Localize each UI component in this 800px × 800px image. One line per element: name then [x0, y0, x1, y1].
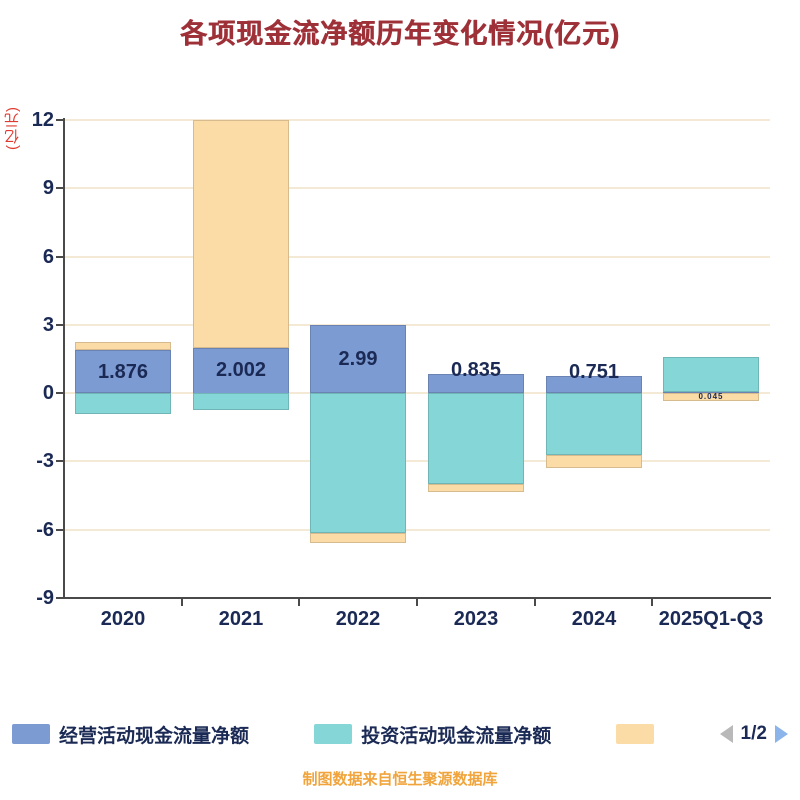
- legend-swatch-series3-icon: [616, 724, 655, 744]
- bar-segment: [546, 455, 642, 468]
- y-axis-line: [63, 118, 65, 599]
- x-tick-mark: [181, 599, 183, 606]
- bar-segment: [75, 393, 171, 414]
- bar-segment: [663, 357, 759, 392]
- y-tick-mark: [56, 256, 64, 258]
- bar-segment: [193, 120, 289, 348]
- x-axis-line: [63, 597, 771, 599]
- bar-value-label: 1.876: [97, 361, 149, 383]
- legend: 经营活动现金流量净额 投资活动现金流量净额 1/2: [0, 718, 800, 750]
- y-tick-label: 12: [31, 109, 54, 131]
- x-tick-label: 2020: [100, 608, 146, 630]
- y-tick-label: 0: [42, 382, 54, 404]
- y-tick-label: -3: [36, 450, 54, 472]
- gridline: [65, 324, 770, 326]
- legend-item-operating[interactable]: 经营活动现金流量净额: [12, 721, 249, 748]
- y-tick-label: 3: [42, 314, 54, 336]
- bar-segment: [75, 350, 171, 393]
- legend-item-investing[interactable]: 投资活动现金流量净额: [314, 721, 551, 748]
- x-tick-mark: [651, 599, 653, 606]
- legend-label-operating: 经营活动现金流量净额: [59, 725, 250, 747]
- x-tick-label: 2025Q1-Q3: [658, 608, 764, 630]
- legend-pager: 1/2: [719, 723, 788, 745]
- x-tick-label: 2021: [218, 608, 264, 630]
- bar-value-label: 0.835: [450, 359, 502, 381]
- bar-segment: [546, 393, 642, 455]
- x-tick-mark: [416, 599, 418, 606]
- x-tick-mark: [298, 599, 300, 606]
- gridline: [65, 256, 770, 258]
- legend-label-investing: 投资活动现金流量净额: [361, 725, 552, 747]
- legend-swatch-investing-icon: [314, 724, 353, 744]
- bar-segment: [546, 376, 642, 393]
- y-tick-label: -9: [36, 587, 54, 609]
- x-tick-label: 2024: [571, 608, 617, 630]
- bar-segment: [310, 533, 406, 543]
- y-tick-label: -6: [36, 519, 54, 541]
- y-tick-mark: [56, 460, 64, 462]
- bar-segment: [193, 348, 289, 394]
- bar-value-label: 0.751: [568, 361, 620, 383]
- y-tick-mark: [56, 324, 64, 326]
- bar-value-label: 2.99: [338, 348, 378, 370]
- bar-segment: [75, 342, 171, 350]
- gridline: [65, 460, 770, 462]
- x-tick-mark: [534, 599, 536, 606]
- y-tick-mark: [56, 597, 64, 599]
- gridline: [65, 392, 770, 394]
- y-tick-mark: [56, 529, 64, 531]
- x-tick-label: 2022: [335, 608, 381, 630]
- y-tick-mark: [56, 392, 64, 394]
- x-tick-label: 2023: [453, 608, 499, 630]
- bar-segment: [663, 393, 759, 401]
- gridline: [65, 187, 770, 189]
- bar-segment: [428, 393, 524, 484]
- legend-item-series3[interactable]: [616, 724, 655, 744]
- data-source-note: 制图数据来自恒生聚源数据库: [302, 771, 498, 788]
- legend-swatch-operating-icon: [12, 724, 50, 744]
- bar-segment: [428, 484, 524, 492]
- y-tick-mark: [56, 187, 64, 189]
- y-tick-label: 9: [42, 177, 54, 199]
- gridline: [65, 529, 770, 531]
- bar-value-label: 0.045: [698, 392, 724, 401]
- bar-segment: [193, 393, 289, 410]
- page-title: 各项现金流净额历年变化情况(亿元): [180, 19, 620, 49]
- prev-page-icon[interactable]: [719, 725, 733, 743]
- bar-segment: [310, 325, 406, 393]
- bar-segment: [310, 393, 406, 533]
- page-indicator: 1/2: [740, 723, 767, 744]
- gridline: [65, 119, 770, 121]
- bar-segment: [428, 374, 524, 393]
- next-page-icon[interactable]: [774, 725, 788, 743]
- y-tick-label: 6: [42, 246, 54, 268]
- y-tick-mark: [56, 119, 64, 121]
- bar-value-label: 2.002: [215, 359, 267, 381]
